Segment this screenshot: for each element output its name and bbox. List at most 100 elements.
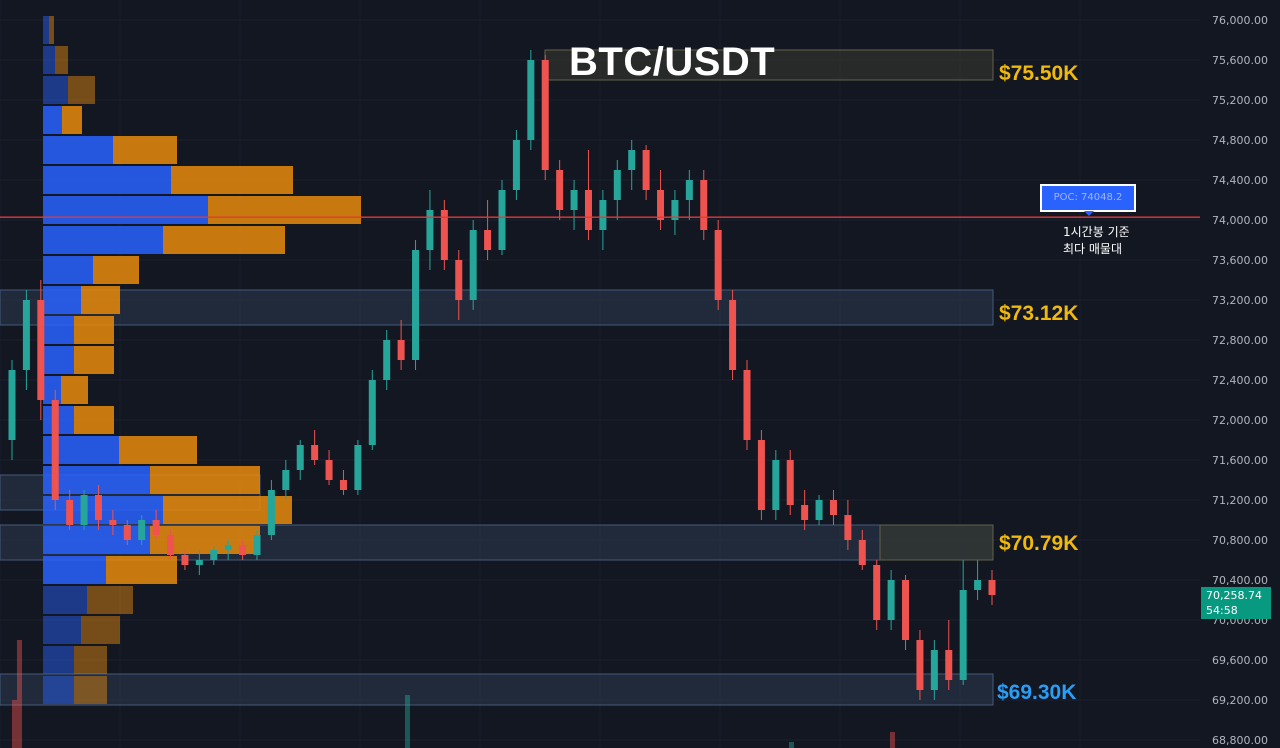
candle[interactable]	[109, 510, 117, 535]
candle-body	[368, 380, 376, 445]
candle-body	[181, 555, 189, 565]
volume-profile-buy-bar	[43, 256, 93, 284]
candle-body	[930, 650, 938, 690]
volume-profile	[43, 16, 361, 704]
candle[interactable]	[469, 220, 477, 310]
candle[interactable]	[397, 320, 405, 370]
candle-body	[109, 520, 117, 525]
candle[interactable]	[801, 490, 809, 530]
volume-profile-sell-bar	[74, 676, 107, 704]
candle[interactable]	[368, 370, 376, 450]
candle[interactable]	[541, 55, 549, 180]
candle[interactable]	[527, 50, 535, 150]
candle[interactable]	[772, 450, 780, 520]
candle[interactable]	[858, 530, 866, 570]
candle[interactable]	[484, 200, 492, 260]
last-price-value: 70,258.74	[1206, 589, 1262, 602]
candle[interactable]	[426, 190, 434, 270]
candle[interactable]	[685, 170, 693, 220]
candle-body	[786, 460, 794, 505]
candle-body	[887, 580, 895, 620]
volume-profile-sell-bar	[62, 106, 82, 134]
candle-body	[37, 300, 45, 400]
candle-body	[916, 640, 924, 690]
candle[interactable]	[584, 150, 592, 240]
candle[interactable]	[296, 440, 304, 480]
candle[interactable]	[181, 550, 189, 570]
candle[interactable]	[959, 560, 967, 685]
candle[interactable]	[757, 430, 765, 520]
candle[interactable]	[988, 570, 996, 605]
candle[interactable]	[325, 450, 333, 485]
poc-label[interactable]: POC: 74048.2	[1040, 184, 1136, 212]
candle[interactable]	[339, 470, 347, 495]
candle[interactable]	[916, 630, 924, 700]
chart-title: BTC/USDT	[569, 40, 776, 84]
candle[interactable]	[354, 440, 362, 495]
candle[interactable]	[815, 495, 823, 525]
candle[interactable]	[37, 280, 45, 420]
candle[interactable]	[671, 190, 679, 235]
candle[interactable]	[253, 530, 261, 560]
candlesticks[interactable]	[8, 50, 996, 700]
candle[interactable]	[210, 545, 218, 565]
candle[interactable]	[51, 390, 59, 510]
candle[interactable]	[945, 620, 953, 690]
candle[interactable]	[556, 160, 564, 220]
candle[interactable]	[123, 520, 131, 545]
candle[interactable]	[239, 540, 247, 560]
candle[interactable]	[412, 240, 420, 370]
candle[interactable]	[152, 510, 160, 540]
candle[interactable]	[94, 485, 102, 530]
candle[interactable]	[22, 290, 30, 390]
volume-profile-sell-bar	[74, 406, 114, 434]
candle[interactable]	[195, 550, 203, 575]
candle[interactable]	[383, 330, 391, 390]
volume-profile-buy-bar	[43, 226, 163, 254]
zone-70-79k	[879, 524, 994, 561]
candle[interactable]	[729, 290, 737, 380]
candle-body	[959, 590, 967, 680]
candle[interactable]	[311, 430, 319, 465]
candle[interactable]	[167, 530, 175, 560]
candle-body	[383, 340, 391, 380]
candle-body	[974, 580, 982, 590]
price-axis[interactable]: 76,000.00 75,600.00 75,200.00 74,800.00 74,4…	[1212, 14, 1268, 747]
candle[interactable]	[743, 360, 751, 450]
candle[interactable]	[570, 180, 578, 230]
candle[interactable]	[930, 640, 938, 700]
candle[interactable]	[613, 160, 621, 220]
candle[interactable]	[902, 575, 910, 650]
candle[interactable]	[455, 250, 463, 320]
candle[interactable]	[512, 130, 520, 200]
candle[interactable]	[599, 190, 607, 250]
candle[interactable]	[66, 490, 74, 530]
candle[interactable]	[873, 560, 881, 630]
candle[interactable]	[887, 570, 895, 630]
candle[interactable]	[8, 360, 16, 460]
candle[interactable]	[138, 515, 146, 545]
candle[interactable]	[267, 480, 275, 540]
candle-body	[685, 180, 693, 200]
candle[interactable]	[700, 170, 708, 240]
candle-countdown: 54:58	[1206, 604, 1238, 617]
volume-profile-buy-bar	[43, 676, 74, 704]
candle[interactable]	[829, 490, 837, 525]
candle[interactable]	[786, 450, 794, 515]
price-tick-label: 70,400.00	[1212, 574, 1268, 587]
candle[interactable]	[80, 490, 88, 530]
volume-profile-sell-bar	[93, 256, 139, 284]
candle[interactable]	[642, 145, 650, 200]
candle[interactable]	[974, 560, 982, 600]
candle[interactable]	[657, 170, 665, 230]
candle[interactable]	[628, 140, 636, 190]
volume-profile-sell-bar	[163, 226, 285, 254]
candle[interactable]	[844, 500, 852, 550]
grid-lines	[0, 19, 1200, 741]
candle[interactable]	[282, 460, 290, 500]
candle[interactable]	[440, 200, 448, 270]
zone-69-30k	[0, 673, 994, 706]
candle[interactable]	[714, 220, 722, 310]
candle[interactable]	[224, 540, 232, 560]
